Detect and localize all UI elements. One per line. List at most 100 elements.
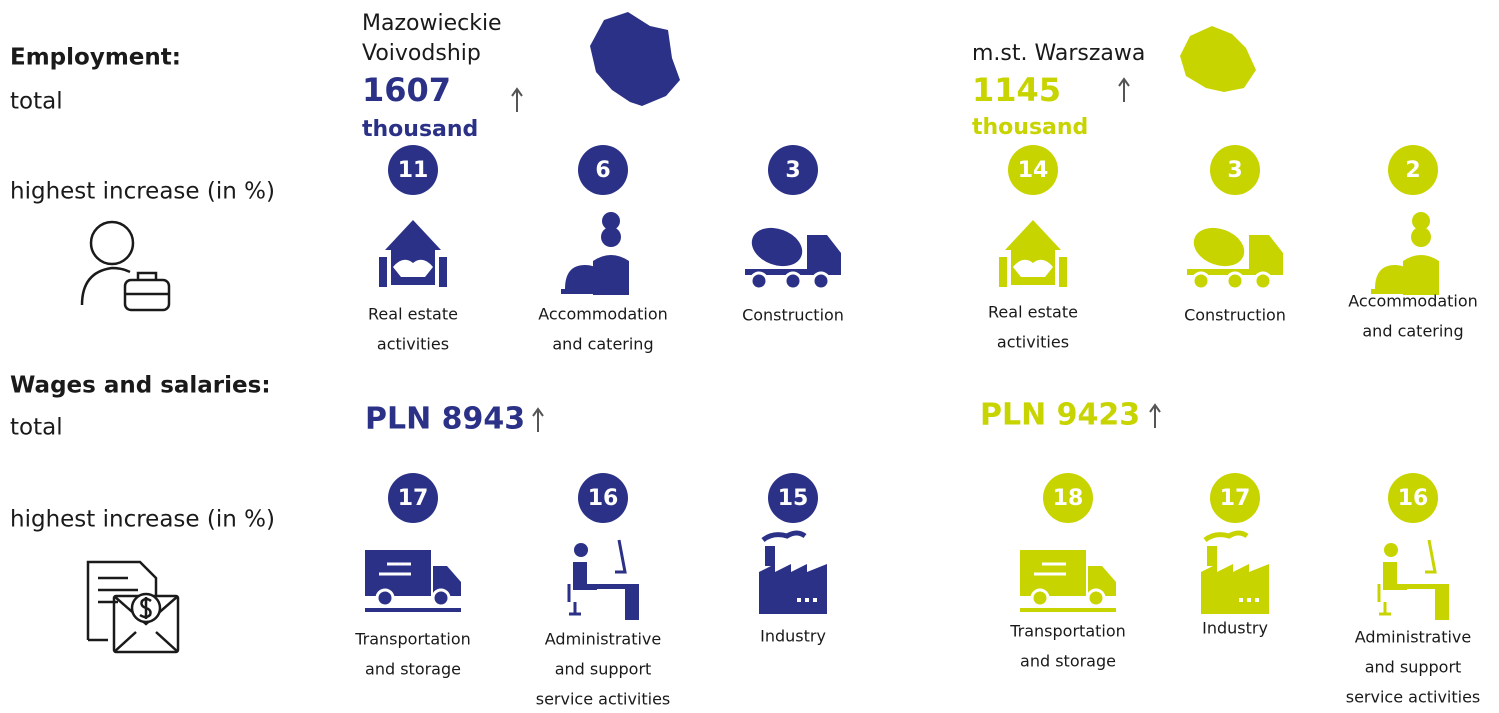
badge [1043,473,1093,523]
industry-icon [567,539,639,620]
industry-icon [1201,530,1269,614]
shape [1377,584,1391,616]
shape [1086,588,1106,608]
badge [1210,145,1260,195]
badge-value: 17 [1220,486,1251,511]
shape [375,588,395,608]
badge [1008,145,1058,195]
shape [433,566,461,596]
shape [1088,566,1116,596]
industry-label: Administrative [1355,628,1471,647]
shape [1191,271,1211,291]
badge-value: 18 [1053,486,1084,511]
shape [1013,259,1053,277]
shape [1255,598,1259,602]
badge-value: 6 [595,158,610,183]
wages-total: PLN 9423 [980,398,1140,433]
badge-value: 14 [1018,158,1049,183]
industry-label: and storage [1020,652,1116,671]
section-title: Employment: [10,45,181,71]
shape [1403,584,1449,589]
shape [602,212,620,230]
shape [811,271,831,291]
arrow [511,87,523,112]
shape [1371,289,1419,294]
shape [759,564,827,614]
shape [1193,227,1245,267]
shape [1239,598,1243,602]
industry-label: Administrative [545,630,661,649]
shape [1059,257,1067,287]
row-label: total [10,415,63,441]
shape [1201,564,1269,614]
arrow [1149,403,1161,428]
badge-value: 3 [785,158,800,183]
shape [1030,588,1050,608]
shape [807,235,841,271]
industry-icon [365,550,461,612]
shape [561,289,609,294]
badge [1388,473,1438,523]
industry-icon [379,220,447,287]
shape [1412,212,1430,230]
shape [565,265,605,289]
shape [813,598,817,602]
row-label: total [10,89,63,115]
shape [431,588,451,608]
shape [593,584,639,589]
industry-icon [1187,227,1283,291]
industry-label: Real estate [988,303,1078,322]
industry-label: and storage [365,660,461,679]
shape [574,543,588,557]
industry-label: Construction [742,306,844,325]
industry-label: service activities [536,690,671,709]
badge [578,145,628,195]
shape [761,530,807,543]
arrow [532,407,544,432]
shape [1253,271,1273,291]
industry-label: Accommodation [1348,292,1478,311]
region-name: m.st. Warszawa [972,41,1145,66]
map [1180,26,1256,92]
industry-icon [1371,212,1439,295]
envelope-icon [86,560,180,654]
map [590,12,680,106]
section-title: Wages and salaries: [10,373,271,399]
shape [765,546,775,566]
shape [1375,265,1415,289]
employment-total: 1145 [972,71,1061,109]
shape [751,227,803,267]
shape [1384,543,1398,557]
shape [797,598,801,602]
industry-label: and catering [1362,322,1463,341]
shape [365,608,461,612]
industry-label: and catering [552,335,653,354]
industry-label: Transportation [354,630,471,649]
badge [578,473,628,523]
shape [1207,546,1217,566]
shape [393,259,433,277]
badge [388,145,438,195]
arrow [1118,77,1130,102]
badge [1210,473,1260,523]
shape [1425,539,1437,574]
industry-label: and support [555,660,652,679]
industry-icon [1377,539,1449,620]
industry-label: service activities [1346,688,1481,707]
industry-label: activities [377,335,449,354]
industry-icon [745,227,841,291]
badge [388,473,438,523]
person-icon [80,220,171,312]
industry-label: activities [997,333,1069,352]
shape [1020,608,1116,612]
shape [1435,584,1449,620]
row-label: highest increase (in %) [10,179,275,205]
badge-value: 17 [398,486,429,511]
badge-value: 16 [1398,486,1429,511]
shape [385,220,441,250]
shape [567,584,581,616]
industry-label: Real estate [368,305,458,324]
badge-value: 15 [778,486,809,511]
shape [999,257,1007,287]
